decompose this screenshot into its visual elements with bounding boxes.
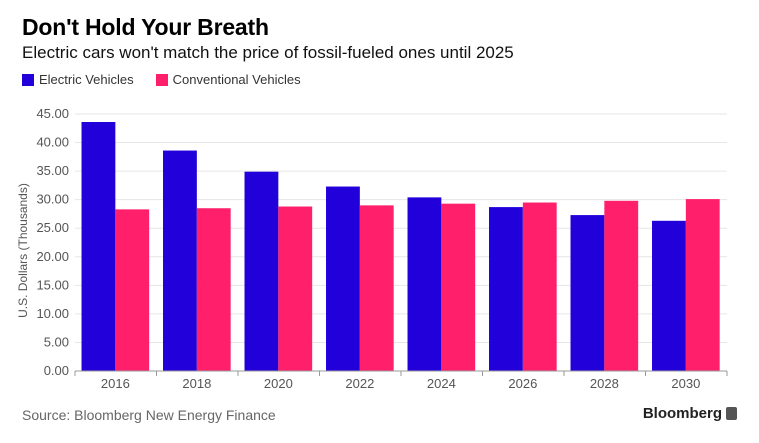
brand-name: Bloomberg xyxy=(642,405,722,422)
axes: 0.00 5.00 10.00 15.00 20.00 25.00 30.00 35.00 40… xyxy=(36,106,728,391)
x-tick-label: 2026 xyxy=(508,376,537,391)
y-tick-label: 5.00 xyxy=(44,334,69,349)
bar-conventional-2024 xyxy=(441,203,476,371)
bar-conventional-2030 xyxy=(685,199,720,371)
x-tick-label: 2018 xyxy=(182,376,211,391)
x-tick-label: 2024 xyxy=(427,376,456,391)
legend-swatch-conventional xyxy=(155,73,168,86)
x-tick-label: 2030 xyxy=(671,376,700,391)
y-tick-label: 30.00 xyxy=(36,192,69,207)
brand-logo: Bloomberg xyxy=(643,405,737,422)
bar-electric-2024 xyxy=(407,197,442,371)
legend-item-electric: Electric Vehicles xyxy=(22,72,134,87)
bar-electric-2030 xyxy=(652,220,686,371)
legend-item-conventional: Conventional Vehicles xyxy=(155,72,301,87)
y-tick-label: 15.00 xyxy=(36,277,69,292)
legend-label-conventional: Conventional Vehicles xyxy=(172,72,301,87)
y-tick-label: 10.00 xyxy=(36,306,69,321)
chart-title: Don't Hold Your Breath xyxy=(22,14,269,40)
legend: Electric Vehicles Conventional Vehicles xyxy=(22,72,323,87)
bar-conventional-2022 xyxy=(359,205,394,371)
bar-electric-2020 xyxy=(244,171,279,371)
y-tick-label: 35.00 xyxy=(36,163,69,178)
y-tick-label: 25.00 xyxy=(36,220,69,235)
x-tick-label: 2016 xyxy=(101,376,130,391)
y-tick-label: 0.00 xyxy=(44,363,69,378)
y-tick-label: 40.00 xyxy=(36,135,69,150)
bar-electric-2028 xyxy=(570,215,605,371)
x-tick-label: 2020 xyxy=(264,376,293,391)
bar-electric-2026 xyxy=(489,207,523,371)
legend-label-electric: Electric Vehicles xyxy=(39,72,134,87)
bar-conventional-2020 xyxy=(278,206,313,371)
x-tick-label: 2022 xyxy=(345,376,374,391)
bar-electric-2022 xyxy=(326,186,360,371)
x-tick-label: 2028 xyxy=(590,376,619,391)
source-note: Source: Bloomberg New Energy Finance xyxy=(22,407,276,423)
bar-electric-2016 xyxy=(81,121,116,372)
y-tick-label: 45.00 xyxy=(36,106,69,121)
bar-conventional-2018 xyxy=(196,208,231,371)
bloomberg-icon xyxy=(726,407,737,420)
bars xyxy=(81,121,720,372)
y-tick-label: 20.00 xyxy=(36,249,69,264)
bar-conventional-2028 xyxy=(604,200,639,371)
bar-conventional-2016 xyxy=(115,209,150,371)
legend-swatch-electric xyxy=(22,73,34,86)
bar-electric-2018 xyxy=(163,150,197,371)
y-axis-label: U.S. Dollars (Thousands) xyxy=(16,183,30,318)
bar-conventional-2026 xyxy=(522,202,557,371)
chart-subtitle: Electric cars won't match the price of f… xyxy=(22,43,514,62)
